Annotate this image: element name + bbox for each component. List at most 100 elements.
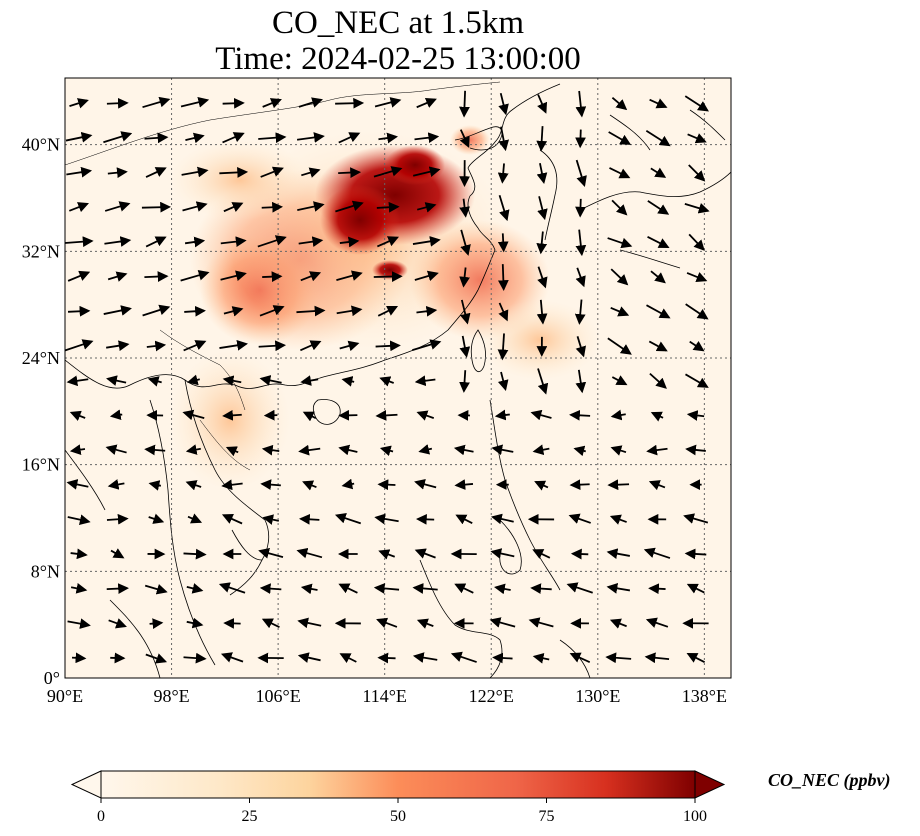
colorbar-tick-label: 50 xyxy=(390,808,406,825)
wind-vector-arrow xyxy=(298,444,321,456)
wind-vector-arrow xyxy=(688,164,706,182)
wind-vector-arrow xyxy=(69,410,86,421)
wind-vector-arrow xyxy=(144,444,166,456)
wind-vector-arrow xyxy=(575,90,587,118)
wind-vector-arrow xyxy=(261,201,284,213)
wind-vector-arrow xyxy=(223,617,241,629)
wind-vector-arrow xyxy=(341,376,355,387)
wind-vector-arrow xyxy=(261,618,280,629)
wind-vector-arrow xyxy=(575,198,586,218)
wind-vector-arrow xyxy=(301,167,321,178)
wind-vector-arrow xyxy=(66,166,93,178)
latitude-tick-labels: 0° 8°N 16°N 24°N 32°N 40°N xyxy=(22,135,60,688)
wind-vector-arrow xyxy=(141,201,172,213)
wind-vector-arrow xyxy=(69,98,89,109)
wind-vector-arrow xyxy=(300,271,322,282)
colorbar: 0 25 50 75 100 xyxy=(70,770,726,825)
wind-vector-arrow xyxy=(377,479,396,491)
colorbar-max-extend xyxy=(694,770,726,799)
wind-vector-arrow xyxy=(378,549,396,560)
wind-vector-arrow xyxy=(183,340,207,352)
wind-vector-arrow xyxy=(149,618,164,629)
wind-vector-arrow xyxy=(491,513,514,525)
wind-vector-arrow xyxy=(686,583,705,594)
wind-vector-arrow xyxy=(107,271,128,282)
wind-vector-arrow xyxy=(530,583,552,594)
wind-vector-arrow xyxy=(412,652,438,663)
wind-vector-arrow xyxy=(459,370,470,393)
wind-vector-arrow xyxy=(455,514,473,525)
wind-vector-arrow xyxy=(182,409,205,421)
wind-vector-arrow xyxy=(497,163,509,184)
wind-vector-arrow xyxy=(532,653,550,664)
wind-vector-arrow xyxy=(144,271,169,282)
wind-vector-arrow xyxy=(300,583,318,595)
wind-vector-arrow xyxy=(376,236,399,248)
wind-vector-arrow xyxy=(258,548,284,559)
wind-vector-arrow xyxy=(183,652,207,664)
colorbar-gradient xyxy=(101,771,695,798)
wind-vector-arrow xyxy=(105,444,127,455)
wind-vector-arrow xyxy=(607,479,630,491)
wind-vector-arrow xyxy=(222,375,242,387)
wind-vector-arrow xyxy=(144,132,169,144)
wind-vector-arrow xyxy=(414,132,440,144)
wind-vector-arrow xyxy=(610,268,629,286)
wind-vector-arrow xyxy=(106,375,127,386)
wind-vector-arrow xyxy=(687,133,707,144)
wind-vector-arrow xyxy=(262,271,283,283)
wind-vector-arrow xyxy=(492,652,513,664)
latitude-tick-label: 24°N xyxy=(22,348,60,368)
wind-vector-arrow xyxy=(67,618,91,629)
wind-vector-arrow xyxy=(568,513,591,524)
wind-vector-arrow xyxy=(334,513,362,525)
wind-vector-arrow xyxy=(575,267,586,288)
latitude-tick-label: 0° xyxy=(44,668,60,688)
colorbar-ticks: 0 25 50 75 100 xyxy=(97,798,707,825)
wind-vector-arrow xyxy=(573,445,586,457)
wind-vector-arrow xyxy=(297,617,322,629)
wind-vector-arrow xyxy=(142,304,171,317)
wind-vector-arrow xyxy=(184,236,206,248)
longitude-tick-label: 98°E xyxy=(153,686,189,706)
wind-vector-arrow xyxy=(647,200,670,215)
wind-vector-arrow xyxy=(261,444,280,456)
wind-vector-arrow xyxy=(68,202,89,213)
wind-vector-arrow xyxy=(65,131,93,143)
wind-vector-arrow xyxy=(683,513,709,524)
wind-vector-arrow xyxy=(489,617,516,628)
wind-vector-arrow xyxy=(335,200,364,213)
wind-vector-arrow xyxy=(373,271,403,282)
wind-vector-arrow xyxy=(530,409,552,421)
wind-vector-arrow xyxy=(66,375,89,387)
wind-vector-arrow xyxy=(375,340,401,352)
wind-vector-arrow xyxy=(67,514,91,526)
wind-vector-arrow xyxy=(607,337,632,355)
wind-vector-arrow xyxy=(373,583,400,594)
longitude-tick-labels: 90°E 98°E 106°E 114°E 122°E 130°E 138°E xyxy=(47,686,727,706)
wind-vector-arrow xyxy=(103,305,132,316)
wind-vector-arrow xyxy=(569,479,590,491)
wind-vector-arrow xyxy=(606,583,631,594)
wind-vector-arrow xyxy=(336,305,363,317)
wind-vector-arrow xyxy=(685,303,709,320)
wind-vector-arrow xyxy=(609,514,627,525)
wind-vector-arrow xyxy=(459,299,471,325)
wind-vector-arrow xyxy=(646,304,671,319)
wind-vector-arrow xyxy=(414,548,436,559)
wind-vector-arrow xyxy=(649,372,667,389)
wind-vector-arrow xyxy=(259,583,282,594)
wind-vector-arrow xyxy=(302,411,317,422)
wind-vector-arrow xyxy=(223,202,244,213)
wind-vector-arrow xyxy=(494,583,511,595)
wind-vector-arrow xyxy=(494,409,510,421)
wind-vector-arrow xyxy=(566,582,593,594)
wind-vector-arrow xyxy=(110,548,125,559)
wind-vector-arrow xyxy=(296,305,326,317)
wind-vector-arrow xyxy=(575,129,586,149)
wind-vector-arrow xyxy=(644,652,670,664)
wind-vector-arrow xyxy=(182,201,208,212)
wind-vector-arrow xyxy=(643,547,671,559)
wind-vector-arrow xyxy=(222,97,245,109)
wind-vector-arrow xyxy=(607,237,633,249)
